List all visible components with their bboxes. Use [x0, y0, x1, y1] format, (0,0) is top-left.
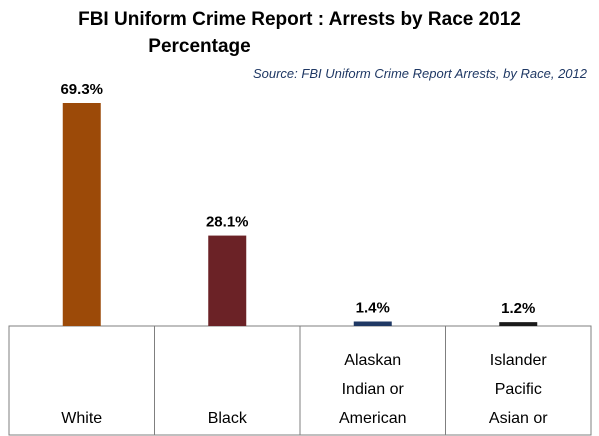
data-label-1: 28.1%	[206, 214, 249, 231]
tick-label-2-2: American	[338, 410, 407, 427]
bar-3	[499, 322, 538, 326]
tick-label-2-0: Alaskan	[344, 352, 402, 369]
tick-label-0-0: White	[61, 410, 103, 427]
chart-source-note: Source: FBI Uniform Crime Report Arrests…	[252, 66, 587, 81]
bar-2	[353, 321, 392, 326]
tick-label-3-2: Asian or	[488, 410, 548, 427]
chart-title: FBI Uniform Crime Report : Arrests by Ra…	[78, 9, 521, 30]
tick-label-1-0: Black	[207, 410, 247, 427]
data-label-2: 1.4%	[356, 299, 390, 316]
bar-0	[62, 103, 101, 326]
chart-subtitle: Percentage	[148, 36, 251, 57]
tick-label-3-1: Pacific	[494, 381, 542, 398]
tick-label-3-0: Islander	[489, 352, 547, 369]
tick-label-2-1: Indian or	[341, 381, 404, 398]
data-label-3: 1.2%	[501, 300, 535, 317]
bar-1	[208, 235, 247, 326]
data-label-0: 69.3%	[60, 81, 103, 98]
